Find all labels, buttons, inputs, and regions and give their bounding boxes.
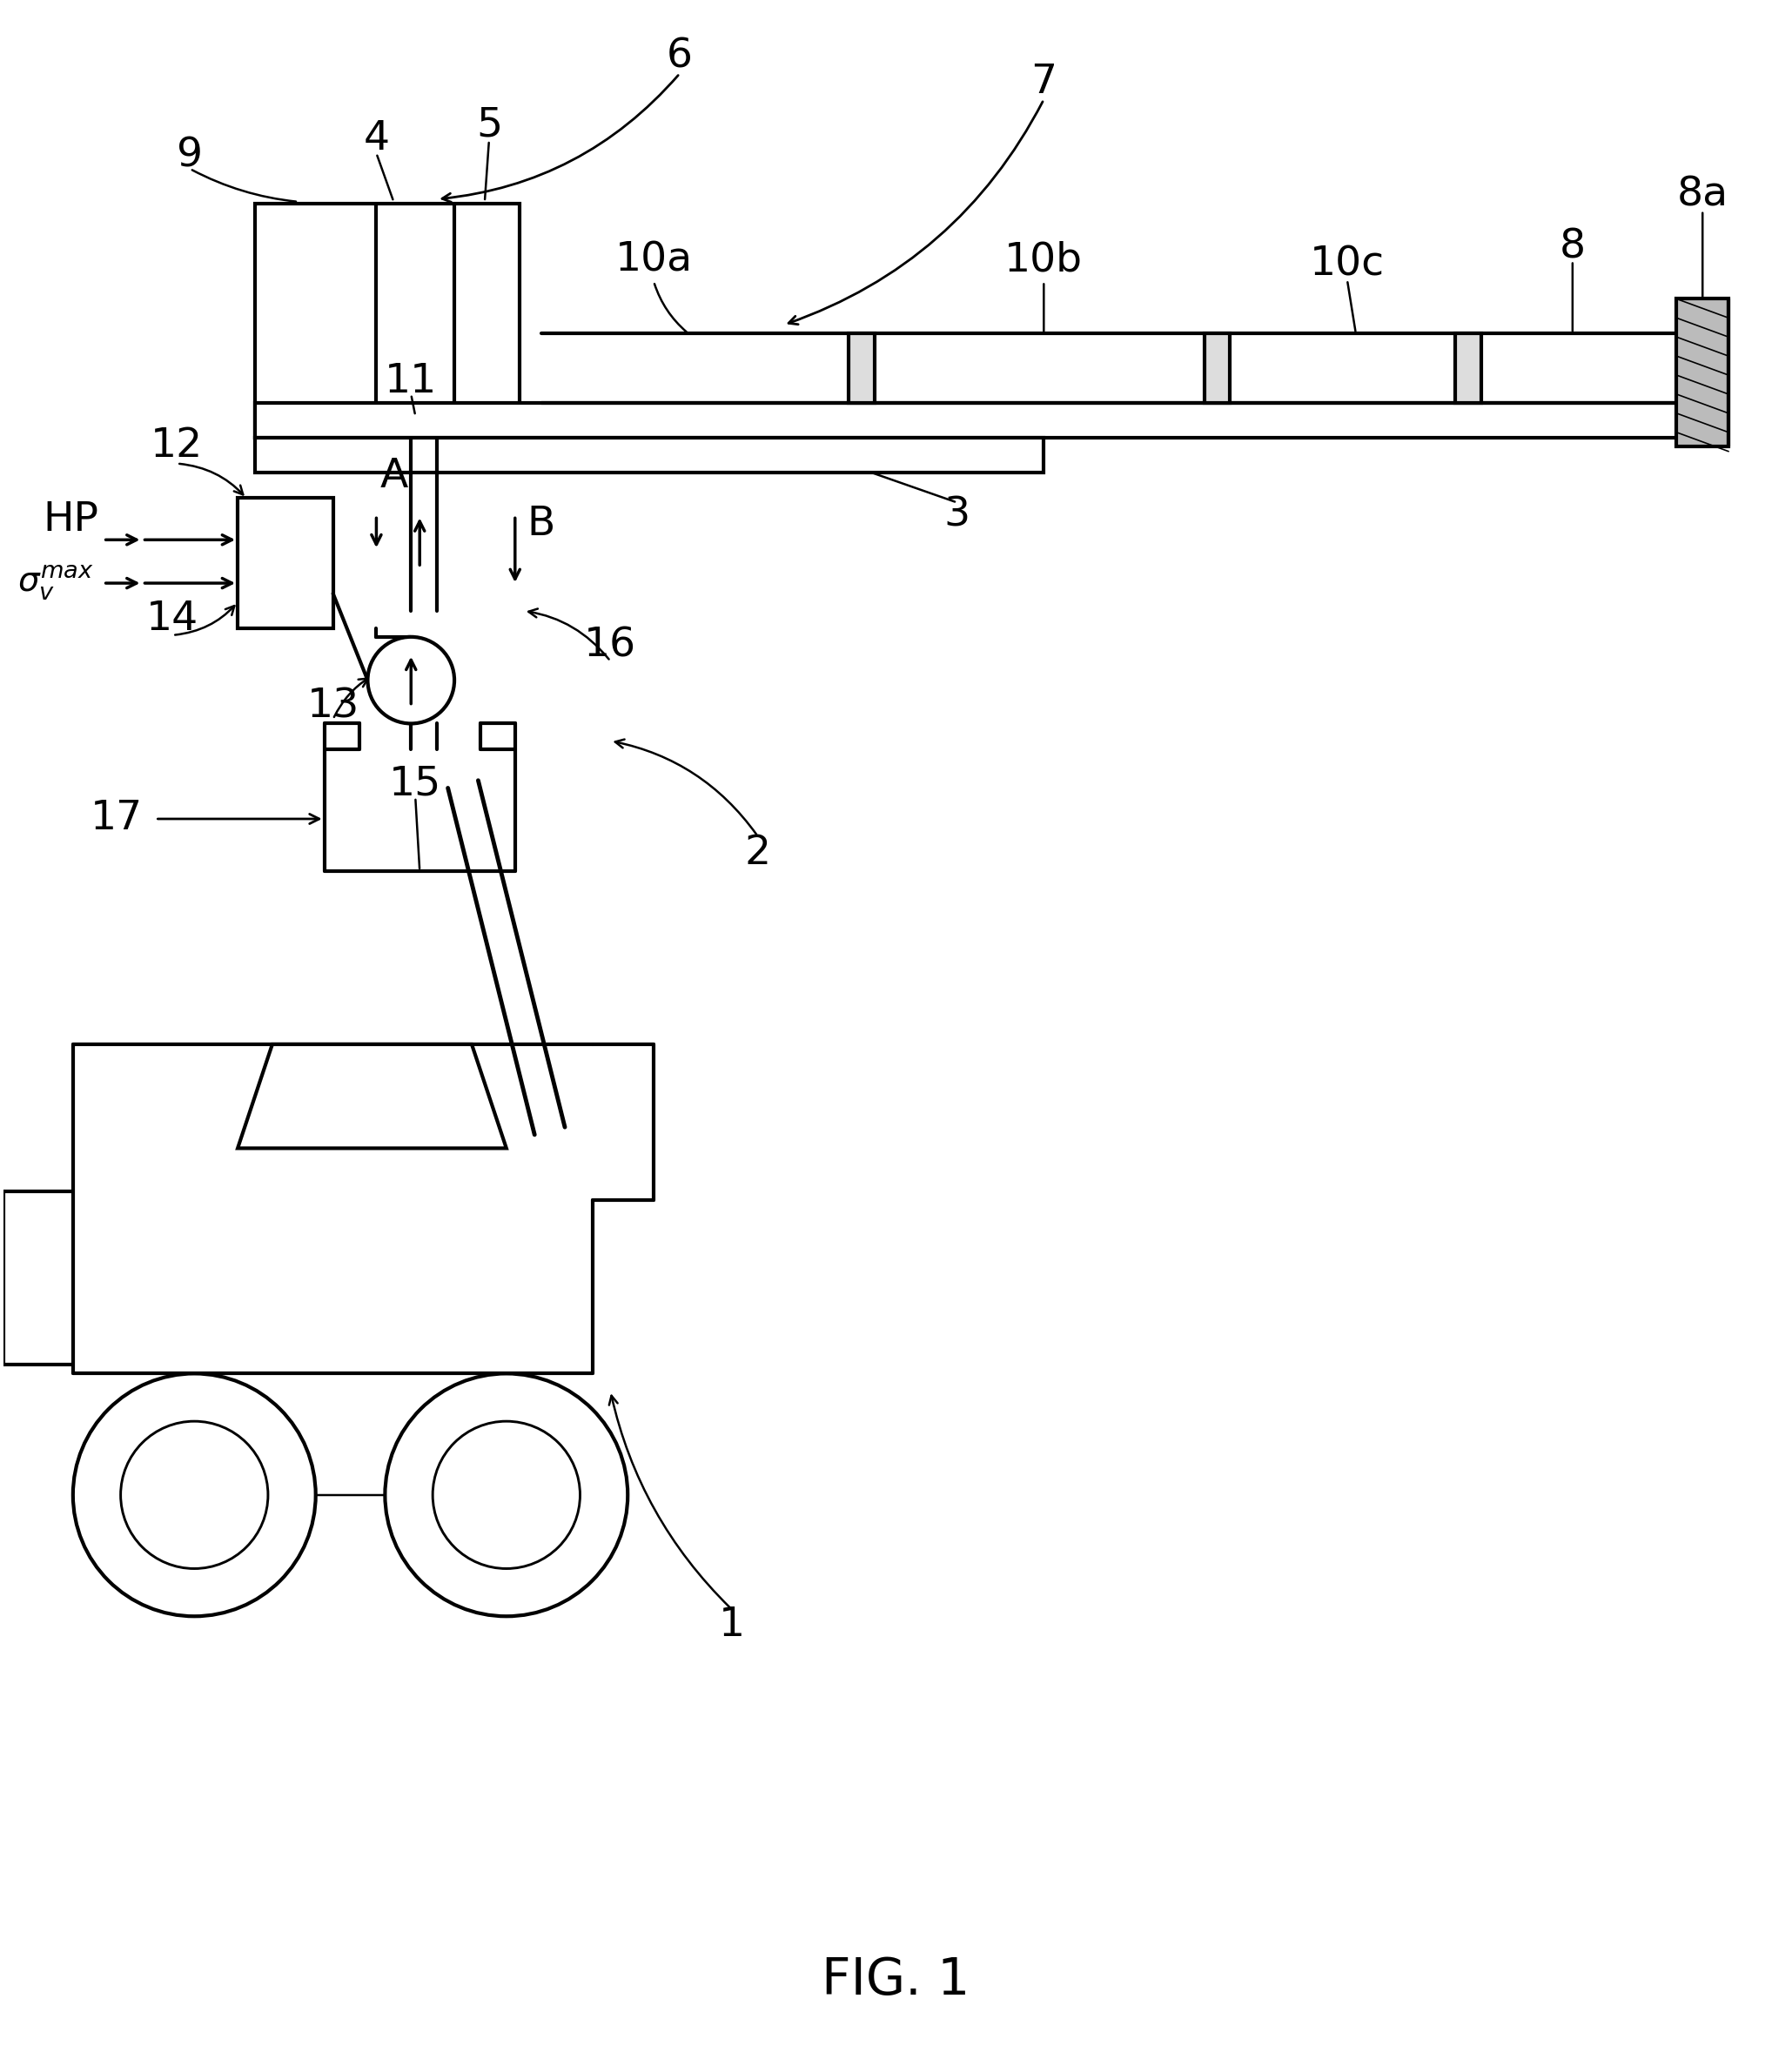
- Text: 11: 11: [385, 362, 437, 402]
- Text: 4: 4: [364, 119, 389, 159]
- Text: $\sigma_v^{max}$: $\sigma_v^{max}$: [18, 564, 93, 603]
- Text: 14: 14: [147, 599, 199, 638]
- Bar: [254, 404, 1693, 437]
- Bar: [849, 334, 874, 404]
- Text: 9: 9: [177, 136, 202, 175]
- Text: HP: HP: [43, 500, 99, 539]
- Text: 16: 16: [584, 626, 636, 665]
- Circle shape: [367, 636, 455, 723]
- Text: 10c: 10c: [1310, 245, 1385, 284]
- Text: 13: 13: [306, 686, 358, 725]
- Text: 10a: 10a: [615, 241, 692, 280]
- Bar: [1455, 334, 1482, 404]
- Text: 6: 6: [667, 37, 694, 76]
- Circle shape: [432, 1421, 581, 1569]
- Text: 15: 15: [389, 764, 441, 803]
- Circle shape: [73, 1373, 315, 1616]
- Text: FIG. 1: FIG. 1: [821, 1956, 969, 2005]
- Circle shape: [385, 1373, 627, 1616]
- Text: 5: 5: [477, 105, 502, 144]
- Text: B: B: [527, 504, 556, 544]
- Text: 8: 8: [1559, 226, 1586, 266]
- Bar: [1204, 334, 1229, 404]
- Bar: [403, 416, 437, 441]
- Bar: [1677, 299, 1729, 447]
- Text: 10b: 10b: [1005, 241, 1082, 280]
- Text: A: A: [380, 457, 409, 496]
- Bar: [254, 437, 1043, 472]
- Text: 7: 7: [1030, 62, 1057, 101]
- Bar: [254, 204, 520, 437]
- Text: 3: 3: [944, 496, 969, 535]
- Text: 8a: 8a: [1677, 175, 1727, 214]
- Text: 12: 12: [151, 426, 202, 465]
- Circle shape: [120, 1421, 269, 1569]
- Text: 2: 2: [745, 834, 771, 873]
- Bar: [238, 498, 333, 628]
- Text: 1: 1: [719, 1606, 745, 1645]
- Text: 17: 17: [90, 799, 143, 838]
